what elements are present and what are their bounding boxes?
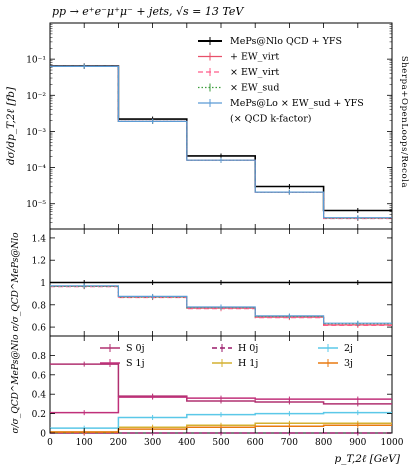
ratio-ytick-label: 0.6 [32, 324, 47, 334]
xtick-label: 1000 [381, 438, 404, 448]
main-series-ew-sud [50, 65, 392, 219]
xtick-label: 700 [281, 438, 298, 448]
main-panel-frame [49, 22, 393, 230]
legend-top: MePs@Nlo QCD + YFS + EW_virt × EW_virt × EW… [198, 36, 364, 125]
xtick-label: 0 [47, 438, 53, 448]
xtick-label: 600 [247, 438, 264, 448]
legend-top-label: + EW_virt [230, 52, 279, 63]
fraction-panel-frame [49, 335, 393, 434]
main-ytick-label: 10⁻³ [26, 128, 46, 138]
xtick-label: 200 [110, 438, 127, 448]
legend-top-label: × EW_sud [230, 83, 280, 94]
fractions-series-s-1j [50, 396, 392, 414]
legend-bottom-label: S 0j [126, 343, 145, 354]
legend-top-label: × EW_virt [230, 67, 279, 78]
legend-bottom-label: 2j [344, 343, 353, 354]
x-axis-label: p_T,2ℓ [GeV] [334, 453, 400, 465]
xtick-label: 400 [178, 438, 195, 448]
legend-top-label: (× QCD k-factor) [230, 114, 311, 125]
main-series-ew-virt [50, 65, 392, 220]
ratio-ytick-label: 1.2 [32, 257, 46, 267]
ratio-ylabel: σ/σ_QCD^MePs@Nlo [11, 232, 21, 332]
main-ytick-label: 10⁻¹ [26, 56, 46, 66]
xtick-label: 100 [76, 438, 93, 448]
fractions-ytick-label: 0.4 [32, 391, 47, 401]
legend-bottom-label: H 0j [238, 343, 258, 354]
ratio-series-meps-lo-ew-sud-yfs [50, 285, 392, 324]
main-series-meps-nlo-qcd-yfs [50, 65, 392, 212]
legend-top-label: MePs@Nlo QCD + YFS [230, 36, 342, 47]
legend-bottom-label: S 1j [126, 358, 145, 369]
main-ylabel: dσ/dp_T,2ℓ [fb] [5, 86, 17, 165]
legend-top-label: MePs@Lo × EW_sud + YFS [230, 98, 364, 109]
main-series-meps-lo-ew-sud-yfs [50, 65, 392, 219]
legend-bottom: S 0j H 0j 2j S 1j H 1j 3j [100, 343, 353, 369]
side-label: Sherpa+OpenLoops/Recola [399, 56, 409, 188]
fractions-ytick-label: 0 [40, 430, 46, 440]
fractions-ytick-label: 0.2 [32, 410, 46, 420]
ratio-ytick-label: 0.8 [32, 301, 47, 311]
ratio-ytick-label: 1.4 [32, 234, 47, 244]
fractions-ytick-label: 0.8 [32, 352, 47, 362]
process-title: pp → e⁺e⁻μ⁺μ⁻ + jets, √s = 13 TeV [52, 5, 244, 18]
main-ytick-label: 10⁻⁴ [26, 164, 46, 174]
main-ytick-label: 10⁻² [26, 92, 46, 102]
fractions-ytick-label: 0.6 [32, 371, 47, 381]
xtick-label: 500 [212, 438, 229, 448]
legend-bottom-label: H 1j [238, 358, 258, 369]
ratio-ytick-label: 1 [40, 279, 46, 289]
fraction-ylabel: σ/σ_QCD^MePs@Nlo [11, 334, 21, 434]
legend-bottom-label: 3j [344, 358, 353, 369]
main-series-ew-virt [50, 65, 392, 219]
xtick-label: 300 [144, 438, 161, 448]
xtick-label: 900 [349, 438, 366, 448]
main-ytick-label: 10⁻⁵ [26, 200, 46, 210]
xtick-label: 800 [315, 438, 332, 448]
